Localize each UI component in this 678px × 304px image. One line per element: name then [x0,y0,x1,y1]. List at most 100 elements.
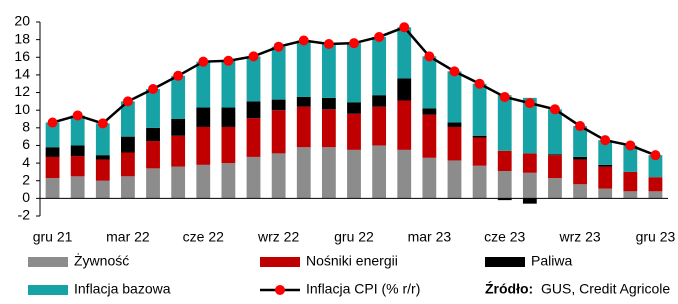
bar-segment [497,198,512,201]
bar-segment [522,172,537,199]
x-tick-label: cze 22 [183,229,224,245]
cpi-marker [298,35,309,46]
bar-segment [95,159,110,181]
bar-segment [372,95,387,107]
y-tick-label: 18 [14,30,30,46]
bar-segment [422,108,437,115]
bar-segment [497,95,512,151]
bar-segment [522,97,537,154]
legend-label: Nośniki energii [306,253,398,269]
bar-segment [171,119,186,136]
cpi-marker [524,98,535,109]
bar-segment [221,60,236,108]
bar-segment [623,171,638,192]
bar-segment [472,165,487,199]
bar-segment [146,127,160,142]
bar-segment [45,156,60,179]
bar-segment [121,101,135,137]
bar-segment [422,56,437,109]
bar-segment [196,107,211,127]
cpi-marker [198,56,209,67]
cpi-marker [549,104,560,115]
bar-segment [648,191,663,199]
bar-segment [146,89,160,128]
bar-segment [472,83,487,136]
y-tick-label: 4 [22,154,30,170]
bar-segment [497,150,512,172]
bar-segment [397,27,412,79]
bar-segment [372,106,387,146]
cpi-marker [600,135,611,146]
bar-segment [548,109,562,155]
bar-segment [472,137,487,166]
legend-label: Inflacja CPI (% r/r) [306,281,420,297]
bar-segment [648,155,663,178]
cpi-marker [499,91,510,102]
bar-segment [422,114,437,158]
cpi-marker [650,150,661,161]
y-tick-label: 14 [14,66,30,82]
x-tick-label: mar 22 [106,229,150,245]
bar-segment [296,147,311,199]
bar-segment [522,153,537,173]
bar-segment [95,155,110,160]
bar-segment [246,156,261,199]
bar-segment [246,101,261,119]
bar-segment [623,191,638,199]
legend-label: Żywność [74,252,129,269]
bar-segment [321,147,336,199]
cpi-marker [173,70,184,81]
bar-segment [447,160,462,199]
bar-segment [95,180,110,199]
cpi-marker [47,117,58,128]
bar-segment [70,115,85,146]
bar-segment [598,140,613,165]
bar-segment [522,198,537,204]
bar-segment [45,147,60,157]
legend-swatch [28,285,68,295]
cpi-marker [148,84,159,95]
y-tick-label: 12 [14,83,30,99]
bar-segment [271,110,286,154]
bar-segment [472,135,487,138]
cpi-marker [374,31,385,42]
bar-segment [221,126,236,164]
bar-segment [70,156,85,177]
bar-segment [548,154,562,156]
bar-segment [171,166,186,199]
cpi-marker [323,39,334,50]
bar-segment [296,96,311,107]
bar-segment [146,168,160,199]
bar-segment [447,126,462,161]
cpi-marker [474,78,485,89]
y-tick-label: 8 [22,119,30,135]
bar-segment [95,123,110,156]
x-tick-label: gru 23 [636,229,676,245]
legend-label: Paliwa [531,253,572,269]
bar-segment [296,40,311,97]
bar-segment [548,155,562,179]
bar-segment [246,118,261,157]
bar-segment [271,99,286,111]
y-tick-label: -2 [18,207,31,223]
cpi-marker [424,51,435,62]
bar-segment [45,178,60,199]
bar-segment [45,122,60,148]
bar-segment [296,106,311,148]
bar-segment [321,109,336,148]
cpi-marker [72,110,83,121]
cpi-marker [625,140,636,151]
legend-marker [275,285,285,295]
source: GUS, Credit Agricole [541,281,670,297]
legend-swatch [260,257,300,267]
cpi-marker [273,41,284,52]
bar-segment [121,136,135,153]
bar-segment [447,122,462,127]
bar-segment [347,43,361,103]
legend-label: Inflacja bazowa [74,281,171,297]
bar-segment [372,36,387,96]
bar-segment [70,176,85,199]
x-tick-label: mar 23 [408,229,452,245]
bar-segment [397,100,412,150]
